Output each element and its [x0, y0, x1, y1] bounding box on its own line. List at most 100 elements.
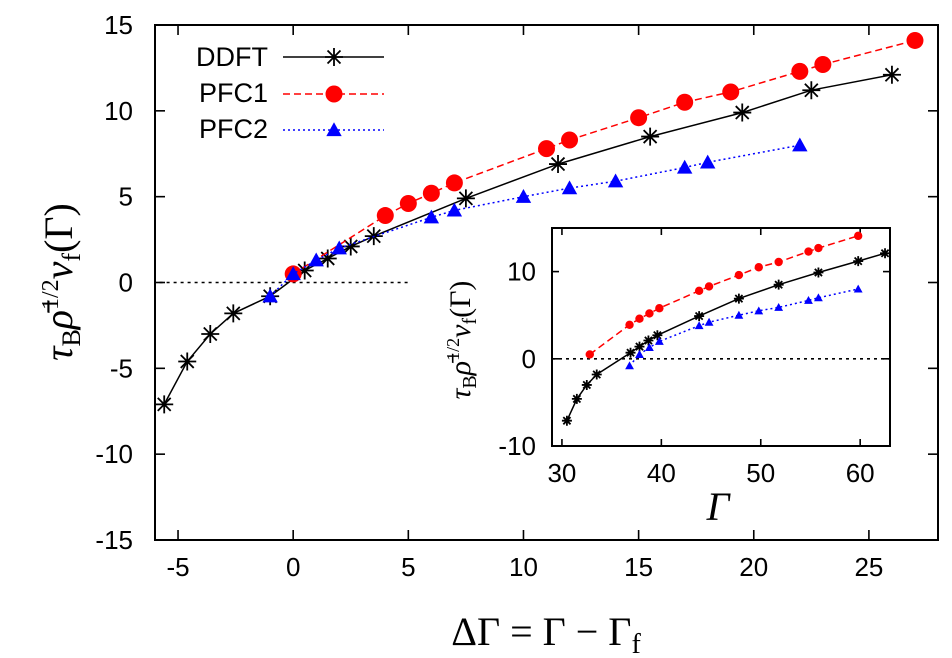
main-point-pfc1	[676, 93, 694, 111]
inset-point-pfc2	[804, 295, 813, 304]
inset-point-pfc2	[704, 317, 714, 326]
inset-chart: 30 40 50 60 -10 0 10 Γ τBρ̄1/2vf(Γ)	[443, 227, 892, 529]
main-point-pfc2	[676, 159, 693, 174]
main-point-pfc1	[561, 131, 579, 149]
main-axis-ticks: -5 0 5 10 15 20 25 -15 -10 -5 0 5 10 15	[95, 10, 938, 582]
legend-label-pfc1: PFC1	[199, 78, 268, 108]
main-point-ddft	[318, 249, 337, 268]
main-x-axis-title: ΔΓ = Γ − Γf	[451, 609, 641, 658]
inset-x-tick-label: 50	[746, 458, 775, 488]
inset-point-ddft	[571, 393, 582, 404]
main-y-tick-label: 10	[104, 96, 133, 126]
main-line-pfc2	[269, 144, 800, 297]
inset-point-pfc2	[625, 361, 634, 370]
main-point-pfc2	[607, 173, 624, 188]
legend-sample-ddft	[283, 48, 384, 66]
main-point-ddft	[882, 65, 901, 84]
main-x-tick-label: -5	[166, 552, 189, 582]
inset-x-axis-title: Γ	[706, 484, 732, 529]
inset-series-ddft	[561, 248, 891, 426]
main-point-ddft	[224, 304, 243, 323]
inset-y-tick-label: -10	[498, 431, 536, 461]
main-point-pfc1	[722, 83, 740, 101]
inset-x-tick-label: 60	[846, 458, 875, 488]
main-x-tick-label: 20	[739, 552, 768, 582]
main-series-group	[155, 31, 924, 414]
main-point-pfc1	[376, 207, 394, 225]
main-series-pfc2	[262, 137, 808, 303]
inset-point-pfc2	[645, 343, 654, 351]
main-x-tick-label: 25	[854, 552, 883, 582]
main-y-tick-label: 0	[119, 268, 133, 298]
main-point-pfc1	[906, 31, 924, 49]
main-point-ddft	[456, 189, 475, 208]
inset-point-pfc1	[814, 243, 823, 253]
legend-label-ddft: DDFT	[196, 42, 268, 72]
main-y-tick-label: -15	[95, 525, 133, 555]
legend-label-pfc2: PFC2	[199, 114, 268, 144]
inset-point-pfc2	[694, 321, 704, 330]
main-point-pfc2	[446, 202, 463, 217]
inset-point-ddft	[634, 341, 645, 352]
inset-point-pfc1	[694, 286, 704, 295]
inset-point-ddft	[643, 335, 654, 346]
main-point-pfc2	[285, 266, 301, 281]
inset-point-ddft	[733, 293, 744, 304]
main-point-pfc2	[331, 240, 347, 255]
inset-point-ddft	[853, 256, 864, 267]
inset-point-pfc1	[585, 350, 594, 359]
inset-axis-ticks: 30 40 50 60 -10 0 10	[498, 228, 890, 488]
main-point-pfc2	[700, 154, 716, 169]
main-point-ddft	[641, 127, 660, 146]
legend-sample-pfc2	[283, 122, 384, 137]
main-point-pfc1	[445, 174, 463, 192]
inset-point-ddft	[561, 415, 572, 426]
legend-marker-pfc2	[326, 122, 342, 137]
main-point-pfc1	[538, 140, 555, 158]
inset-point-ddft	[591, 369, 602, 380]
main-y-axis-title: τBρ̄1/2vf(Γ)	[36, 203, 86, 361]
inset-point-pfc1	[853, 231, 863, 241]
inset-point-pfc1	[635, 314, 644, 323]
main-x-tick-label: 5	[401, 552, 415, 582]
inset-point-ddft	[652, 330, 663, 341]
main-point-pfc2	[308, 252, 324, 267]
main-y-tick-label: -10	[95, 439, 133, 469]
inset-point-pfc1	[625, 320, 634, 329]
inset-background	[545, 230, 892, 445]
main-point-pfc1	[399, 195, 417, 213]
inset-point-pfc1	[704, 282, 714, 291]
main-point-pfc2	[515, 188, 532, 203]
main-x-tick-label: 10	[509, 552, 538, 582]
main-point-ddft	[549, 155, 568, 174]
inset-point-ddft	[694, 311, 705, 322]
inset-point-pfc1	[754, 263, 763, 272]
inset-point-ddft	[813, 267, 824, 278]
inset-point-pfc2	[654, 336, 664, 345]
main-point-ddft	[341, 237, 360, 256]
inset-y-tick-label: 0	[522, 344, 536, 374]
main-point-ddft	[802, 81, 821, 100]
inset-point-pfc1	[804, 247, 813, 256]
inset-point-pfc2	[774, 302, 784, 311]
main-point-pfc1	[630, 109, 648, 127]
legend-marker-pfc1	[325, 85, 343, 103]
inset-x-tick-label: 30	[547, 458, 576, 488]
legend-sample-pfc1	[283, 85, 384, 103]
inset-point-pfc2	[853, 284, 863, 293]
inset-plot-frame	[551, 227, 891, 447]
inset-series-pfc2	[625, 284, 863, 370]
inset-series-pfc1	[585, 231, 863, 359]
main-point-pfc1	[814, 55, 832, 73]
inset-point-ddft	[625, 347, 636, 358]
inset-point-pfc1	[645, 309, 654, 318]
inset-point-pfc2	[734, 310, 744, 319]
inset-point-ddft	[581, 379, 592, 390]
main-series-pfc1	[284, 31, 924, 283]
main-point-pfc2	[262, 288, 278, 303]
inset-point-ddft	[880, 248, 891, 259]
main-y-tick-label: 5	[119, 182, 133, 212]
inset-y-axis-title: τBρ̄1/2vf(Γ)	[443, 281, 481, 400]
main-point-pfc2	[792, 137, 808, 152]
